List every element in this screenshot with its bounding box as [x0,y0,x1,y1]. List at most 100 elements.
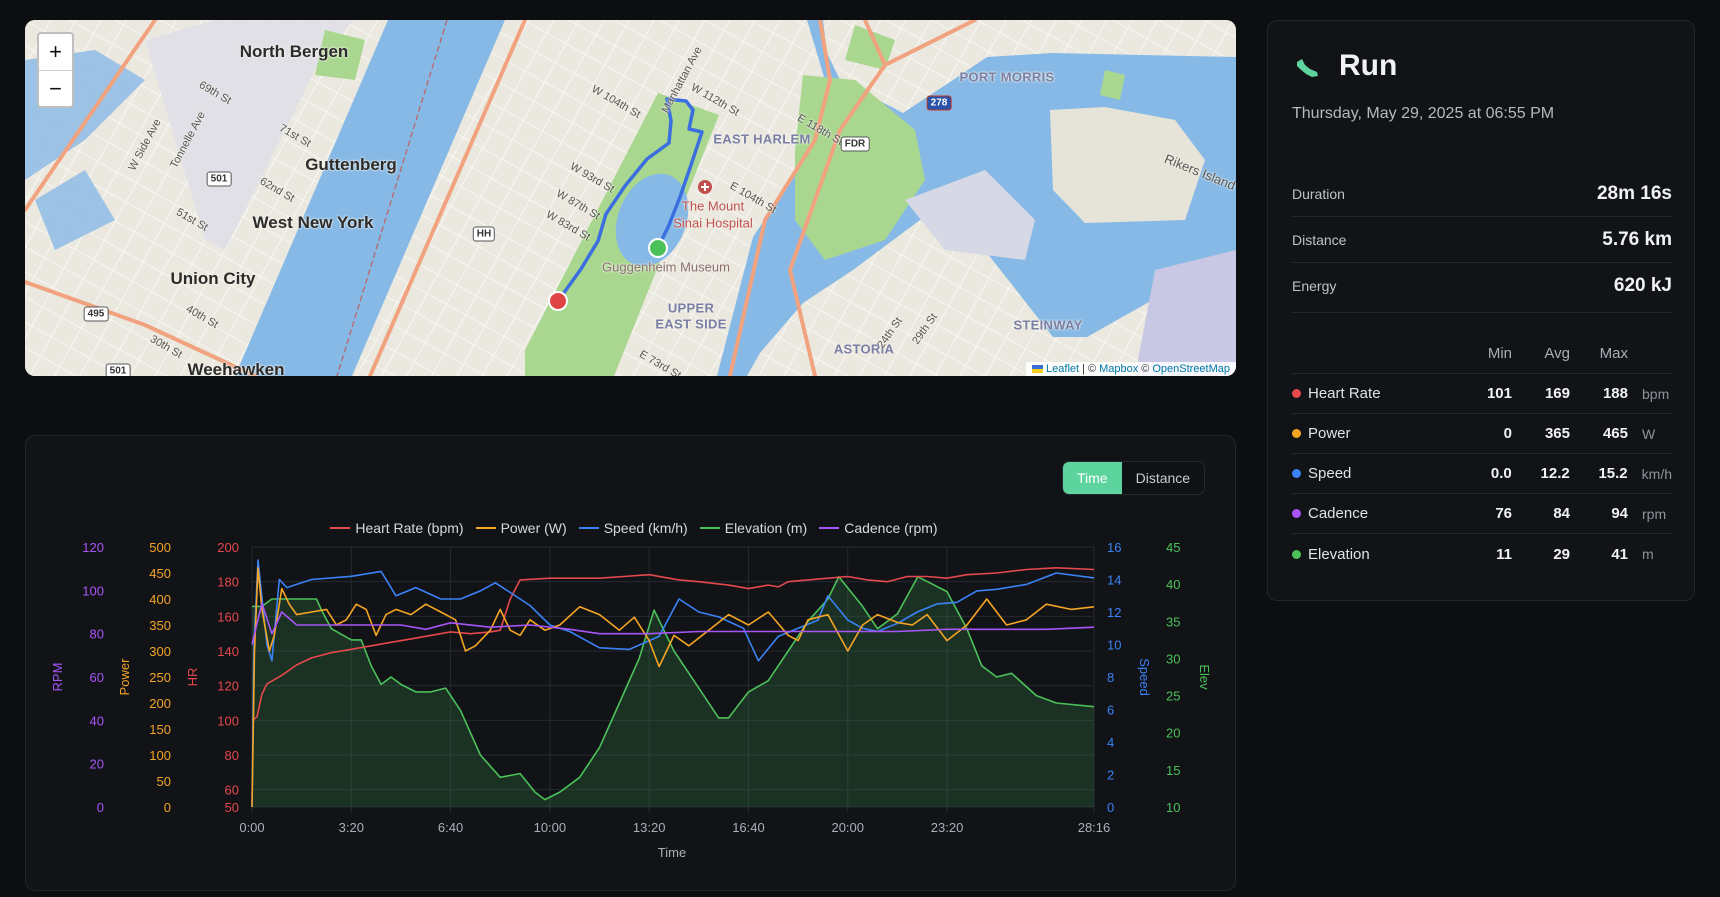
legend-item[interactable]: Power (W) [475,520,567,536]
summary-energy: Energy 620 kJ [1292,263,1672,309]
metric-color-dot [1292,429,1301,438]
header-avg: Avg [1544,345,1570,362]
map-label-astoria: ASTORIA [833,341,895,357]
axis-title-speed: Speed [1137,658,1152,696]
map-label-mount-sinai-2: Sinai Hospital [673,215,753,231]
metric-row-cadence: Cadence 76 84 94 rpm [1292,494,1672,534]
activity-date: Thursday, May 29, 2025 at 06:55 PM [1292,105,1555,122]
summary-duration: Duration 28m 16s [1292,171,1672,217]
metric-row-speed: Speed 0.0 12.2 15.2 km/h [1292,454,1672,494]
leaflet-link[interactable]: Leaflet [1046,363,1080,375]
metric-label: Elevation [1308,545,1370,563]
axis-tick-power: 350 [149,618,171,633]
ukraine-flag-icon [1032,365,1044,373]
map-label-port-morris: PORT MORRIS [959,69,1055,85]
activity-title: Run [1339,49,1398,82]
metric-color-dot [1292,469,1301,478]
metric-min: 0.0 [1490,465,1512,482]
metric-row-heart-rate: Heart Rate 101 169 188 bpm [1292,374,1672,414]
legend-label: Elevation (m) [724,520,808,536]
metric-min: 101 [1486,385,1512,402]
x-tick-label: 10:00 [534,820,567,835]
axis-tick-rpm: 100 [82,583,104,598]
metric-avg: 29 [1553,545,1570,563]
route-end-marker [648,238,668,258]
metric-row-elevation: Elevation 11 29 41 m [1292,534,1672,574]
axis-tick-speed: 2 [1107,768,1114,783]
axis-tick-speed: 6 [1107,703,1114,718]
axis-tick-speed: 4 [1107,735,1114,750]
axis-tick-rpm: 80 [90,627,104,642]
map-label-steinway: STEINWAY [1013,317,1083,333]
axis-tick-speed: 0 [1107,800,1114,815]
metric-name: Power [1292,425,1432,442]
legend-label: Speed (km/h) [603,520,688,536]
activity-chart-panel: 50 60 80 100 120 140 160 180 200 HR 0 50 100 150 200 25… [25,435,1236,891]
axis-tick-rpm: 60 [90,670,104,685]
x-tick-label: 3:20 [339,820,364,835]
zoom-in-button[interactable]: + [49,39,62,64]
axis-tick-elev: 25 [1166,689,1180,704]
legend-item[interactable]: Heart Rate (bpm) [330,520,464,536]
legend-item[interactable]: Elevation (m) [699,520,808,536]
map-label-union-city: Union City [170,269,256,288]
metric-label: Heart Rate [1308,385,1381,402]
legend-swatch [330,527,351,529]
axis-tick-power: 100 [149,748,171,763]
metric-name: Cadence [1292,505,1432,522]
metric-label: Power [1308,425,1351,442]
summary-value: 28m 16s [1596,182,1672,204]
metric-unit: rpm [1642,505,1667,522]
series-line-elev [252,575,1095,801]
x-tick-label: 20:00 [831,820,864,835]
axis-tick-hr: 60 [225,783,239,798]
x-tick-label: 28:16 [1078,820,1111,835]
legend-item[interactable]: Speed (km/h) [578,520,688,536]
map-label-east-harlem: EAST HARLEM [713,131,811,147]
toggle-time-button[interactable]: Time [1063,462,1122,494]
metric-color-dot [1292,389,1301,398]
metric-name: Speed [1292,465,1432,482]
x-tick-label: 0:00 [239,820,264,835]
route-shield-495: 495 [83,306,109,322]
axis-tick-hr: 50 [225,800,239,815]
axis-tick-rpm: 0 [97,800,104,815]
metric-avg: 169 [1544,385,1570,402]
map-label-mount-sinai: The Mount [681,198,745,214]
axis-tick-power: 0 [164,800,171,815]
route-shield-fdr: FDR [840,136,870,152]
series-line-rpm [251,602,1095,645]
map-label-guggenheim: Guggenheim Museum [602,259,730,275]
header-min: Min [1487,345,1512,362]
axis-tick-power: 50 [157,774,171,789]
toggle-distance-button[interactable]: Distance [1135,470,1191,486]
legend-swatch [699,527,720,529]
series-area-elev [252,576,1094,807]
axis-tick-rpm: 20 [90,757,104,772]
map-label-weehawken: Weehawken [187,360,285,376]
metric-row-power: Power 0 365 465 W [1292,414,1672,454]
zoom-control: + − [37,32,74,108]
legend-label: Power (W) [500,520,567,536]
legend-label: Heart Rate (bpm) [355,520,464,536]
route-map[interactable]: North Bergen Guttenberg West New York Un… [25,20,1236,376]
map-attribution: Leaflet | © Mapbox © OpenStreetMap [1026,362,1236,376]
route-shield-hh: HH [472,226,496,242]
activity-chart[interactable]: 506080100120140160180200HR05010015020025… [26,436,1237,892]
series-line-speed [251,559,1095,808]
zoom-out-button[interactable]: − [39,70,72,106]
metric-unit: km/h [1641,465,1672,482]
metric-color-dot [1292,549,1301,559]
axis-tick-hr: 120 [217,679,239,694]
metric-min: 76 [1495,505,1512,522]
metric-label: Cadence [1308,505,1369,522]
axis-tick-speed: 14 [1107,573,1121,588]
legend-item[interactable]: Cadence (rpm) [819,520,938,536]
mapbox-link[interactable]: Mapbox [1099,363,1139,375]
metric-unit: W [1642,425,1656,442]
x-tick-label: 23:20 [931,820,964,835]
activity-summary-panel: Run Thursday, May 29, 2025 at 06:55 PM D… [1267,20,1695,601]
metric-min: 0 [1503,425,1512,442]
openstreetmap-link[interactable]: OpenStreetMap [1152,363,1230,375]
axis-tick-hr: 100 [217,713,239,728]
